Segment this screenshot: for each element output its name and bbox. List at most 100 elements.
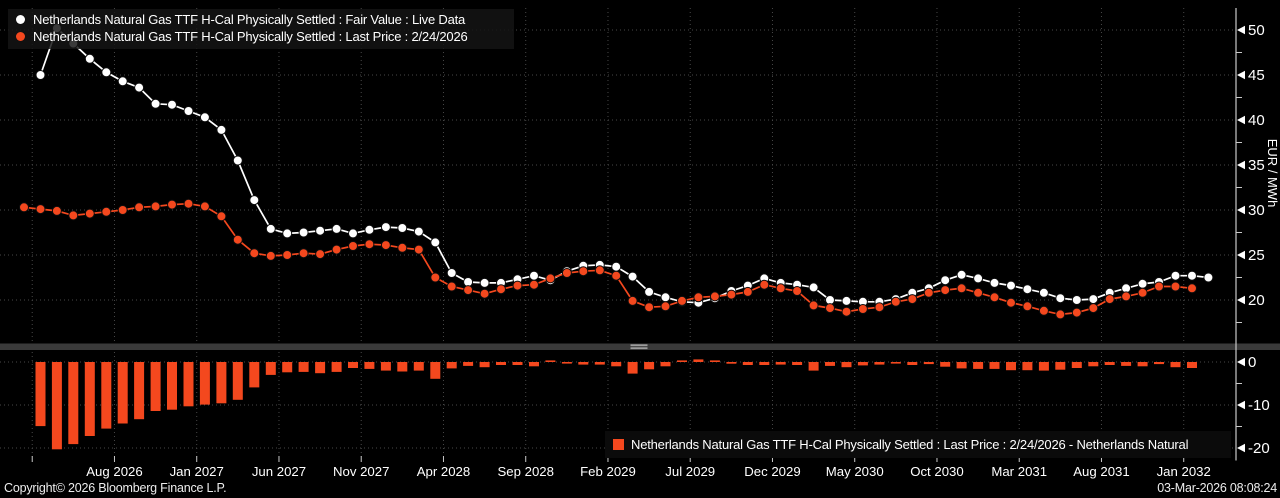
x-axis: Aug 2026 Jan 2027 Jun 2027 Nov 2027 Apr 2028… — [31, 456, 1211, 479]
data-point — [216, 124, 227, 135]
y-tick-arrow-icon — [1237, 443, 1245, 453]
data-point — [216, 211, 227, 222]
data-point — [561, 268, 572, 278]
data-point — [68, 210, 79, 221]
data-point — [446, 268, 457, 278]
y-tick-label: 40 — [1248, 112, 1265, 129]
data-point — [808, 282, 819, 293]
fair-value-marker-icon — [16, 15, 25, 24]
spread-bar — [232, 362, 243, 400]
spread-bar — [430, 362, 441, 379]
data-point — [397, 223, 408, 233]
spread-bar — [1187, 362, 1197, 368]
data-point — [874, 302, 885, 313]
y-tick-arrow-icon — [1237, 70, 1245, 80]
spread-bar — [775, 362, 786, 365]
data-point — [348, 241, 358, 251]
spread-bar — [183, 362, 194, 407]
spread-bar — [1071, 362, 1082, 368]
data-point — [940, 285, 951, 296]
spread-bar — [249, 362, 260, 388]
spread-bar — [496, 362, 506, 365]
data-point — [315, 249, 326, 260]
spread-bar — [825, 362, 835, 366]
y-tick-label: 20 — [1248, 292, 1265, 309]
spread-bar — [956, 362, 967, 369]
data-point — [199, 112, 210, 123]
x-tick-label: Aug 2031 — [1073, 464, 1129, 479]
spread-bar — [68, 362, 79, 445]
data-point — [578, 266, 589, 277]
data-point — [660, 301, 671, 312]
spread-bar — [315, 362, 326, 374]
spread-bar — [150, 362, 161, 411]
spread-legend[interactable]: Netherlands Natural Gas TTF H-Cal Physic… — [605, 431, 1231, 458]
data-point — [232, 155, 243, 166]
spread-bar — [644, 362, 655, 370]
data-point — [167, 99, 177, 110]
spread-bar — [940, 362, 951, 367]
data-point — [1170, 270, 1181, 281]
spread-bar — [1121, 362, 1132, 366]
data-point — [35, 70, 46, 80]
last-price-series — [19, 198, 1197, 320]
data-point — [1022, 284, 1033, 295]
spread-bar — [1154, 362, 1164, 365]
x-tick-label: Jan 2032 — [1157, 464, 1211, 479]
data-point — [232, 234, 243, 245]
y-tick-label: 45 — [1248, 67, 1265, 84]
spread-bar — [479, 362, 490, 368]
data-point — [726, 289, 737, 300]
data-point — [117, 205, 128, 215]
legend-item-fair-value[interactable]: Netherlands Natural Gas TTF H-Cal Physic… — [16, 11, 508, 28]
spread-bar — [792, 362, 803, 365]
data-point — [841, 306, 852, 317]
data-point — [841, 295, 852, 306]
spread-bar — [693, 359, 704, 362]
y-axis-unit-label: EUR / MWh — [1265, 139, 1280, 208]
data-point — [627, 271, 638, 282]
data-point — [1154, 281, 1164, 292]
data-point — [940, 275, 951, 286]
data-point — [364, 239, 375, 250]
spread-bar — [660, 362, 671, 367]
data-point — [167, 199, 177, 210]
data-point — [660, 292, 671, 303]
y-tick-arrow-icon — [1237, 205, 1245, 215]
data-point — [808, 300, 819, 311]
spread-bar — [578, 362, 589, 365]
data-point — [150, 201, 161, 212]
data-point — [380, 240, 391, 251]
data-point — [282, 250, 293, 260]
panel-divider — [0, 343, 1280, 350]
data-point — [973, 273, 984, 284]
data-point — [413, 244, 424, 255]
data-point — [1104, 294, 1115, 305]
data-point — [1055, 309, 1066, 320]
spread-bar — [331, 362, 342, 372]
data-point — [775, 283, 786, 294]
x-tick-label: Feb 2029 — [580, 464, 636, 479]
data-point — [413, 226, 424, 237]
spread-bar — [545, 360, 556, 362]
data-point — [857, 304, 868, 314]
data-point — [134, 202, 145, 213]
legend-item-last-price[interactable]: Netherlands Natural Gas TTF H-Cal Physic… — [16, 28, 508, 45]
spread-bar — [117, 362, 128, 424]
spread-bar — [1137, 362, 1148, 367]
spread-bar — [298, 362, 309, 372]
spread-bar — [989, 362, 1000, 369]
spread-bar — [1038, 362, 1049, 371]
x-tick-label: May 2030 — [826, 464, 884, 479]
data-point — [956, 283, 967, 294]
spread-bar — [874, 362, 885, 365]
spread-bar — [857, 362, 868, 366]
spread-marker-icon — [613, 439, 624, 450]
data-point — [298, 248, 309, 259]
data-point — [150, 98, 161, 109]
data-point — [249, 195, 260, 206]
data-point — [479, 288, 490, 299]
chart-legend: Netherlands Natural Gas TTF H-Cal Physic… — [8, 9, 514, 49]
